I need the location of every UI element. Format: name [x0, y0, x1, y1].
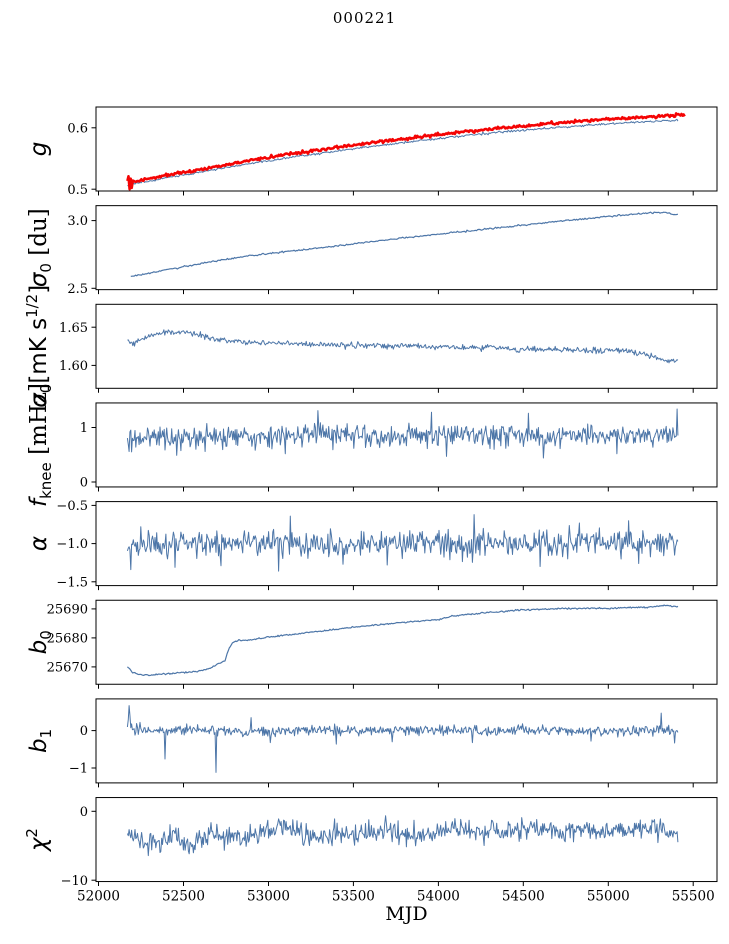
y-tick-label: 1.60 [59, 359, 88, 374]
y-axis-label-chi2: χ2 [23, 828, 52, 853]
series-group-sigma0-du [130, 211, 679, 277]
y-axis-label-segment: [mK s [26, 318, 52, 384]
y-axis-label-segment: 0 [37, 384, 55, 394]
series-fknee-line [126, 408, 679, 459]
y-axis-label-segment: b [26, 738, 52, 753]
subplot-b0: 25690 25680 25670 b0 [26, 599, 718, 689]
x-tick-label: 54000 [417, 889, 460, 905]
y-tick-label: −0.5 [56, 499, 88, 514]
x-tick-label: 52500 [162, 889, 205, 905]
y-axis-label-segment: [mHz] [26, 383, 52, 462]
series-b0-line [127, 604, 679, 677]
y-axis-label-segment: 1/2 [23, 294, 41, 318]
y-axis-label-segment: 0 [37, 263, 55, 273]
y-axis-label-segment: g [26, 142, 52, 157]
x-tick-label: 55500 [672, 889, 715, 905]
y-axis-label-sigma0_mK: σ0[mK s1/2] [23, 285, 55, 408]
y-tick-label: 25670 [47, 661, 88, 676]
series-group-g-fit [126, 112, 686, 191]
y-tick-label: 1 [80, 421, 88, 436]
y-axis-label-fknee: fknee [mHz] [26, 383, 55, 507]
x-tick-label: 55000 [587, 889, 630, 905]
y-axis-label-segment: b [26, 640, 52, 655]
series-group-alpha [126, 514, 679, 572]
axes-frame [95, 106, 718, 192]
series-g-fit-line [126, 112, 686, 191]
y-axis-label-alpha: α [26, 536, 52, 551]
y-axis-label-segment: knee [37, 462, 55, 499]
x-tick-label: 53500 [332, 889, 375, 905]
subplot-sigma0_du: 3.0 2.5 σ0 [du] [26, 205, 718, 297]
series-group-fknee [126, 408, 679, 459]
series-group-b0 [127, 604, 679, 677]
x-tick-label: 52000 [77, 889, 120, 905]
series-group-sigma0-mK [127, 329, 679, 364]
subplot-sigma0_mK: 1.65 1.60 σ0[mK s1/2] [23, 285, 718, 408]
series-group-b1 [126, 705, 679, 773]
subplot-alpha: −0.5 −1.0 −1.5 α [26, 499, 718, 590]
y-axis-label-segment: σ [26, 271, 52, 287]
series-alpha-line [126, 514, 679, 572]
y-tick-label: −1.0 [56, 537, 88, 552]
y-axis-label-b1: b1 [26, 729, 55, 753]
y-axis-label-segment: 1 [37, 729, 55, 739]
y-axis-label-b0: b0 [26, 630, 55, 654]
series-sigma0-du-line [130, 211, 679, 277]
y-tick-label: −1.5 [56, 575, 88, 590]
y-tick-label: 0.6 [67, 121, 88, 136]
y-axis-label-segment: σ [26, 392, 52, 408]
series-b1-line [126, 705, 679, 773]
series-group-chi2 [126, 815, 679, 857]
y-axis-label-segment: α [26, 536, 52, 551]
y-tick-label: 0 [80, 724, 88, 739]
y-tick-label: 0 [80, 805, 88, 820]
axes-frame [95, 797, 718, 883]
y-tick-label: −1 [69, 762, 88, 777]
x-axis-label: MJD [385, 903, 428, 925]
series-chi2-line [126, 815, 679, 857]
axes-frame [95, 599, 718, 685]
x-tick-label: 54500 [502, 889, 545, 905]
y-axis-label-segment: 0 [37, 630, 55, 640]
axes-frame [95, 402, 718, 488]
axes-frame [95, 205, 718, 291]
y-tick-label: −10 [61, 874, 88, 889]
subplot-g: 0.6 0.5 g [26, 106, 718, 198]
plot-title: 000221 [332, 9, 397, 27]
y-tick-label: 0 [80, 476, 88, 491]
x-tick-label: 53000 [247, 889, 290, 905]
y-axis-label-sigma0_du: σ0 [du] [26, 208, 55, 287]
y-tick-label: 25680 [47, 632, 88, 647]
series-group-g-data [127, 118, 679, 187]
y-axis-label-segment: 2 [23, 828, 41, 838]
y-axis-label-segment: f [26, 496, 52, 507]
y-tick-label: 3.0 [67, 214, 88, 229]
y-tick-label: 2.5 [67, 282, 88, 297]
y-axis-label-segment: ] [26, 285, 52, 294]
y-tick-label: 25690 [47, 603, 88, 618]
axes-frame [95, 303, 718, 389]
y-axis-label-segment: χ [26, 836, 52, 853]
series-g-data-line [127, 118, 679, 187]
y-axis-label-g: g [26, 142, 52, 157]
axes-frame [95, 698, 718, 784]
y-axis-label-segment: [du] [26, 208, 52, 263]
series-sigma0-mK-line [127, 329, 679, 364]
subplot-b1: 0 −1 b1 [26, 698, 718, 788]
y-tick-label: 0.5 [67, 183, 88, 198]
y-tick-label: 1.65 [59, 321, 88, 336]
